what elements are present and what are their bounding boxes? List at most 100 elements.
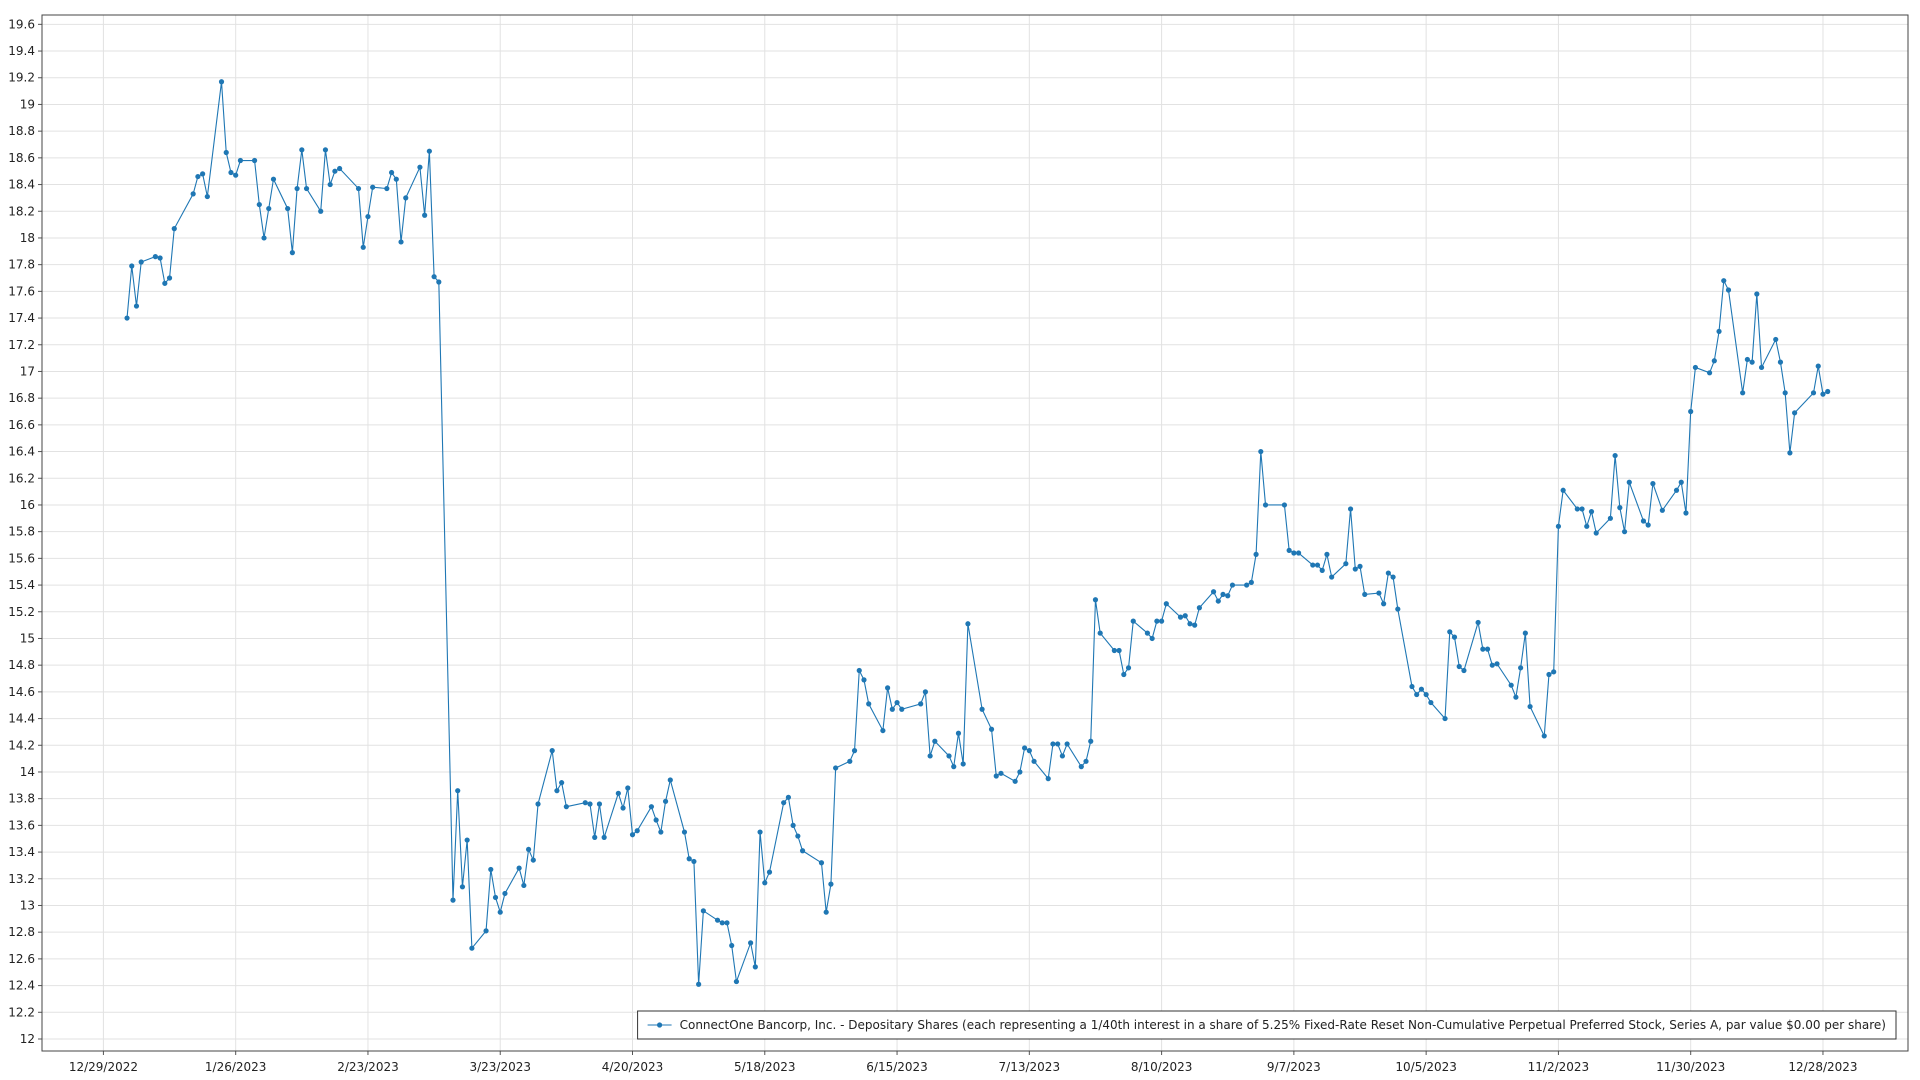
data-point [1617,505,1623,511]
data-point [237,157,244,164]
data-point [880,727,886,734]
data-point [1418,686,1425,692]
data-point [1414,691,1420,698]
data-point [388,169,395,176]
data-point [1163,601,1169,607]
x-tick-label: 3/23/2023 [469,1060,531,1074]
data-point [299,147,305,153]
data-point [582,800,588,806]
data-point [781,800,787,806]
data-point [1111,647,1117,654]
data-point [327,181,333,188]
data-point [124,315,130,321]
y-tick-label: 13.4 [8,845,35,859]
data-point [488,866,494,873]
data-point [355,185,362,192]
data-point [1310,562,1316,568]
data-point [393,176,399,182]
data-point [138,259,144,265]
data-point [525,846,532,853]
data-point [1244,582,1250,588]
data-point [1678,479,1684,485]
y-tick-label: 18.4 [8,178,35,192]
data-point [1187,621,1193,627]
x-tick-label: 12/29/2022 [69,1060,138,1074]
data-point [1447,629,1453,635]
data-point [195,173,201,180]
y-tick-label: 13 [20,898,35,912]
data-point [1527,703,1533,710]
data-point [426,148,432,154]
data-point [719,920,725,926]
data-point [1749,359,1755,365]
y-tick-label: 13.6 [8,818,35,832]
data-point [162,280,168,286]
x-tick-label: 4/20/2023 [602,1060,664,1074]
data-point [1659,507,1665,513]
data-point [885,685,891,691]
data-point [1083,758,1089,764]
data-point [133,303,140,309]
legend-label: ConnectOne Bancorp, Inc. - Depositary Sh… [680,1018,1886,1032]
x-tick-label: 8/10/2023 [1131,1060,1193,1074]
data-point [1286,547,1292,553]
data-point [289,250,295,256]
data-point [1645,522,1651,528]
data-point [1258,448,1264,455]
data-point [899,706,905,712]
data-point [1092,597,1099,603]
data-point [833,765,839,771]
data-point [946,753,952,759]
y-tick-label: 14.6 [8,685,35,699]
data-point [1725,287,1732,293]
data-point [922,689,928,695]
y-tick-label: 15.8 [8,525,35,539]
y-tick-label: 16.4 [8,445,35,459]
y-tick-label: 16.8 [8,391,35,405]
data-point [1621,529,1628,535]
data-point [233,172,239,178]
data-point [993,773,999,779]
data-point [294,185,300,192]
y-tick-label: 17.4 [8,311,35,325]
data-point [889,706,895,712]
data-point [1121,671,1127,678]
data-point [1758,364,1765,371]
y-tick-label: 12.8 [8,925,35,939]
data-point [714,917,721,923]
data-point [785,794,792,800]
data-point [828,881,834,887]
data-point [700,908,706,914]
data-point [696,981,702,987]
data-point [1210,589,1217,595]
data-point [1376,590,1382,596]
data-point [1593,530,1599,536]
data-point [1159,618,1165,624]
data-point [516,865,522,871]
data-point [218,79,225,85]
legend-swatch-marker [656,1022,663,1028]
x-tick-label: 1/26/2023 [205,1060,267,1074]
data-point [856,667,862,674]
data-point [1518,665,1524,671]
data-point [1031,758,1037,764]
data-point [1381,601,1387,607]
data-point [1612,452,1618,459]
data-point [285,205,291,212]
data-point [1409,683,1415,690]
data-point [1740,390,1746,396]
y-tick-label: 18.8 [8,124,35,138]
data-point [955,730,962,736]
data-point [365,213,371,220]
data-point [1692,364,1699,371]
data-point [662,798,669,804]
data-point [1513,694,1519,700]
y-tick-label: 16 [20,498,35,512]
data-point [932,738,938,744]
data-point [1546,671,1552,678]
data-point [1357,563,1363,569]
data-point [658,829,664,835]
data-point [1196,605,1202,611]
